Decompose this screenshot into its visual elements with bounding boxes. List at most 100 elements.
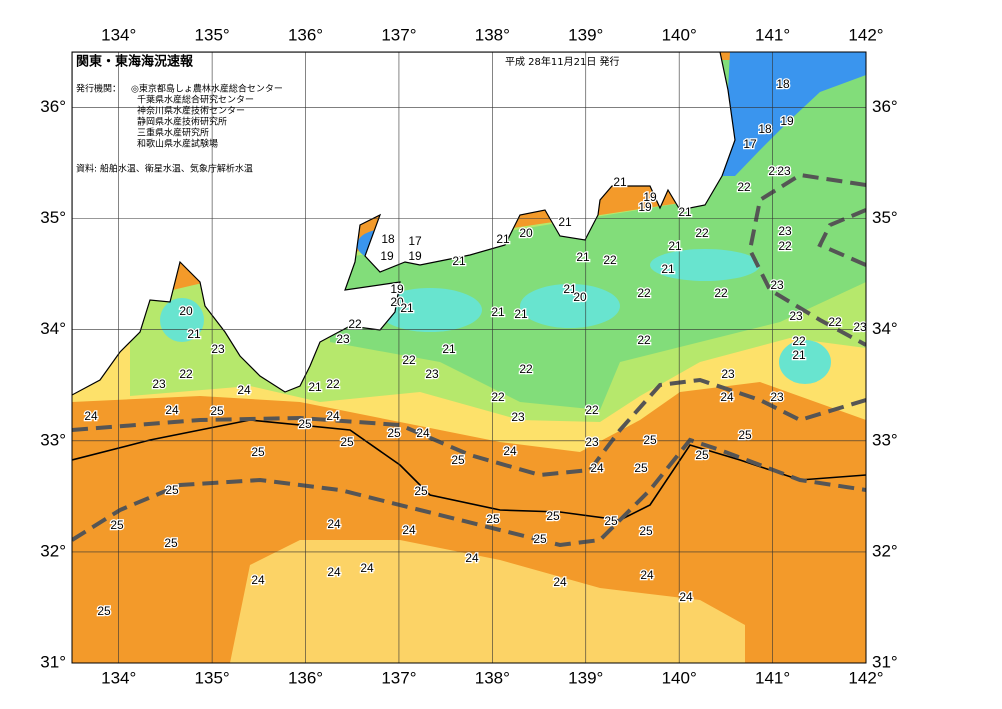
y-tick-label: 32° bbox=[40, 541, 66, 560]
contour-label: 19 bbox=[780, 114, 794, 128]
issuer: 千葉県水産総合研究センター bbox=[137, 94, 254, 106]
contour-label: 22 bbox=[179, 367, 193, 381]
contour-label: 22 bbox=[828, 315, 842, 329]
contour-label: 21 bbox=[576, 250, 590, 264]
contour-label: 24 bbox=[679, 590, 693, 604]
contour-label: 25 bbox=[738, 428, 752, 442]
x-tick-label: 142° bbox=[848, 25, 883, 44]
contour-label: 24 bbox=[590, 461, 604, 475]
contour-label: 24 bbox=[720, 390, 734, 404]
contour-label: 25 bbox=[639, 524, 653, 538]
y-tick-label: 33° bbox=[40, 430, 66, 449]
contour-label: 24 bbox=[465, 551, 479, 565]
contour-label: 25 bbox=[546, 509, 560, 523]
contour-label: 19 bbox=[390, 282, 404, 296]
contour-label: 24 bbox=[327, 565, 341, 579]
contour-label: 19 bbox=[408, 249, 422, 263]
contour-label: 22 bbox=[637, 286, 651, 300]
issuer-list: ◎東京都島しょ農林水産総合センター千葉県水産総合研究センター神奈川県水産技術セン… bbox=[131, 83, 283, 150]
x-tick-label: 140° bbox=[662, 25, 697, 44]
x-tick-label: 134° bbox=[101, 25, 136, 44]
contour-label: 25 bbox=[210, 404, 224, 418]
contour-label: 24 bbox=[503, 444, 517, 458]
contour-label: 21 bbox=[452, 254, 466, 268]
contour-label: 17 bbox=[743, 137, 757, 151]
x-tick-label: 141° bbox=[755, 668, 790, 687]
contour-label: 21 bbox=[678, 205, 692, 219]
contour-label: 23 bbox=[585, 435, 599, 449]
contour-label: 21 bbox=[792, 348, 806, 362]
y-tick-label: 31° bbox=[872, 652, 898, 671]
x-tick-label: 139° bbox=[568, 668, 603, 687]
contour-label: 22 bbox=[714, 286, 728, 300]
contour-label: 23 bbox=[777, 164, 791, 178]
x-tick-label: 142° bbox=[848, 668, 883, 687]
contour-label: 24 bbox=[640, 568, 654, 582]
contour-label: 22 bbox=[695, 226, 709, 240]
contour-label: 25 bbox=[604, 514, 618, 528]
contour-label: 18 bbox=[758, 122, 772, 136]
contour-label: 17 bbox=[408, 234, 422, 248]
contour-label: 25 bbox=[298, 417, 312, 431]
contour-label: 25 bbox=[340, 435, 354, 449]
y-tick-label: 35° bbox=[872, 208, 898, 227]
contour-label: 24 bbox=[679, 590, 693, 604]
issuer: 静岡県水産技術研究所 bbox=[137, 116, 227, 128]
title: 関東・東海海況速報 bbox=[76, 54, 194, 70]
y-tick-label: 36° bbox=[40, 97, 66, 116]
issue-date: 平成 28年11月21日 発行 bbox=[505, 55, 620, 68]
contour-label: 25 bbox=[97, 604, 111, 618]
contour-label: 23 bbox=[778, 224, 792, 238]
y-tick-label: 33° bbox=[872, 430, 898, 449]
contour-label: 24 bbox=[360, 561, 374, 575]
contour-label: 22 bbox=[326, 377, 340, 391]
contour-label: 22 bbox=[778, 239, 792, 253]
contour-label: 20 bbox=[573, 290, 587, 304]
x-tick-label: 137° bbox=[381, 25, 416, 44]
contour-label: 21 bbox=[496, 232, 510, 246]
x-tick-label: 139° bbox=[568, 25, 603, 44]
issuer-label: 発行機関： bbox=[76, 83, 121, 95]
contour-label: 20 bbox=[519, 226, 533, 240]
contour-label: 22 bbox=[792, 334, 806, 348]
contour-label: 22 bbox=[603, 253, 617, 267]
contour-label: 18 bbox=[776, 77, 790, 91]
contour-label: 24 bbox=[553, 575, 567, 589]
contour-line bbox=[72, 419, 866, 521]
contour-label: 25 bbox=[486, 512, 500, 526]
contour-label: 25 bbox=[251, 445, 265, 459]
axis-ticks: 134° 134° 135° 135° 136° 136° 137° 137° 138° 138°… bbox=[40, 25, 897, 687]
x-tick-label: 134° bbox=[101, 668, 136, 687]
contour-label: 21 bbox=[563, 282, 577, 296]
contour-label: 25 bbox=[695, 448, 709, 462]
frame bbox=[71, 51, 867, 664]
contour-label: 24 bbox=[251, 573, 265, 587]
x-tick-label: 138° bbox=[475, 668, 510, 687]
contour-label: 24 bbox=[416, 426, 430, 440]
contour-label: 21 bbox=[558, 215, 572, 229]
contour-label: 23 bbox=[511, 410, 525, 424]
current-edge bbox=[747, 172, 866, 347]
x-tick-label: 137° bbox=[381, 668, 416, 687]
y-tick-label: 36° bbox=[872, 97, 898, 116]
zone-18 bbox=[722, 52, 866, 176]
contour-label: 21 bbox=[308, 380, 322, 394]
x-tick-label: 135° bbox=[195, 25, 230, 44]
zone-20 bbox=[779, 340, 831, 384]
grid bbox=[72, 52, 866, 663]
contour-label: 18 bbox=[381, 232, 395, 246]
x-tick-label: 135° bbox=[195, 668, 230, 687]
zone-24 bbox=[230, 540, 745, 663]
contour-label: 25 bbox=[643, 433, 657, 447]
contour-label: 20 bbox=[179, 304, 193, 318]
contour-label: 21 bbox=[613, 175, 627, 189]
contour-label: 24 bbox=[327, 517, 341, 531]
contour-label: 24 bbox=[237, 383, 251, 397]
contour-label: 24 bbox=[165, 403, 179, 417]
contour-label: 25 bbox=[110, 518, 124, 532]
current-axis bbox=[72, 437, 866, 548]
x-tick-label: 140° bbox=[662, 668, 697, 687]
contour-label: 23 bbox=[152, 377, 166, 391]
